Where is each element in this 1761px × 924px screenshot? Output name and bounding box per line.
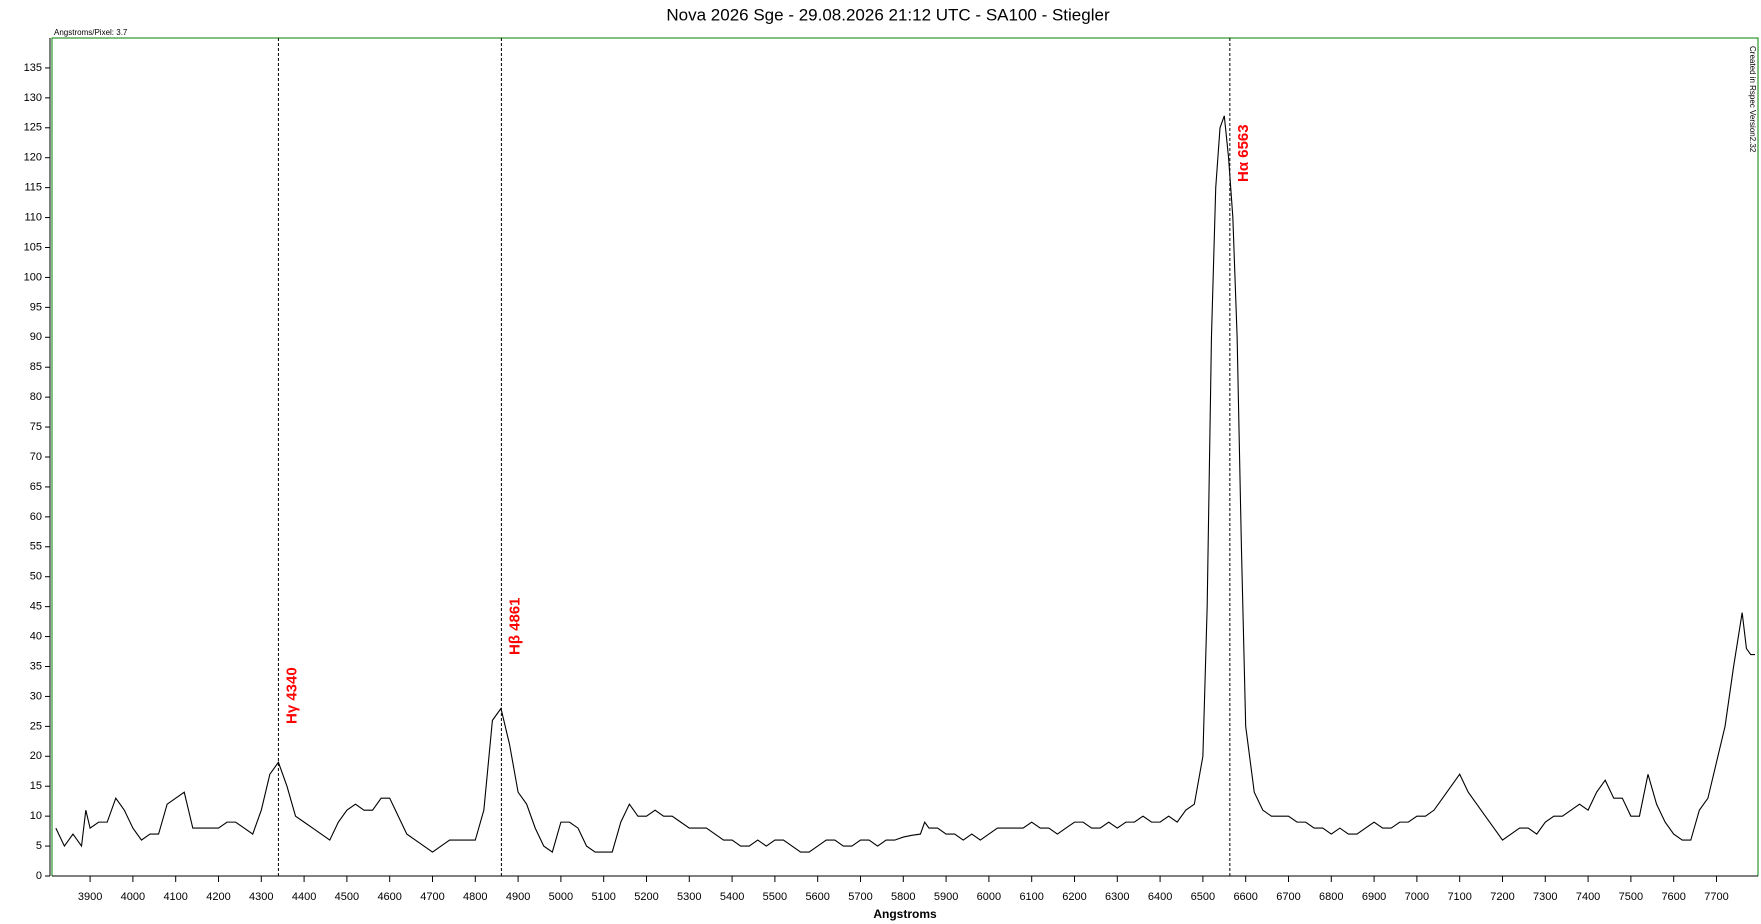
y-tick-label: 15 (30, 780, 42, 792)
plot-frame (51, 37, 1759, 876)
x-tick-label: 6000 (977, 891, 1001, 903)
y-tick-label: 0 (36, 870, 42, 882)
x-tick-label: 6800 (1319, 891, 1343, 903)
y-tick-label: 105 (24, 241, 42, 253)
y-tick-label: 80 (30, 391, 42, 403)
spectrum-line (55, 115, 1755, 853)
x-tick-label: 6400 (1148, 891, 1172, 903)
x-tick-label: 6100 (1019, 891, 1043, 903)
y-tick-label: 75 (30, 421, 42, 433)
annotation-label: Hα 6563 (1235, 124, 1252, 182)
x-tick-label: 5600 (805, 891, 829, 903)
x-tick-label: 4500 (335, 891, 359, 903)
x-tick-label: 7300 (1533, 891, 1557, 903)
y-tick-label: 50 (30, 571, 42, 583)
x-tick-label: 4300 (249, 891, 273, 903)
y-tick-label: 65 (30, 481, 42, 493)
y-tick-label: 85 (30, 361, 42, 373)
x-tick-label: 4600 (377, 891, 401, 903)
x-tick-label: 4400 (292, 891, 316, 903)
x-tick-label: 5800 (891, 891, 915, 903)
x-tick-label: 7400 (1576, 891, 1600, 903)
x-tick-label: 7700 (1704, 891, 1728, 903)
y-tick-label: 110 (24, 211, 42, 223)
x-tick-label: 6600 (1233, 891, 1257, 903)
x-tick-label: 5000 (549, 891, 573, 903)
y-tick-label: 40 (30, 630, 42, 642)
x-tick-label: 5300 (677, 891, 701, 903)
x-tick-label: 7000 (1405, 891, 1429, 903)
side-note: Created in Rspec Version2.32 (1748, 46, 1757, 153)
top-note: Angstroms/Pixel: 3.7 (54, 28, 128, 37)
x-axis-label: Angstroms (873, 907, 937, 921)
x-tick-label: 7200 (1490, 891, 1514, 903)
y-tick-label: 35 (30, 660, 42, 672)
annotation-label: Hγ 4340 (283, 667, 300, 724)
x-tick-label: 6500 (1191, 891, 1215, 903)
x-tick-label: 7600 (1661, 891, 1685, 903)
annotation-label: Hβ 4861 (506, 597, 523, 655)
x-tick-label: 4800 (463, 891, 487, 903)
y-tick-label: 120 (24, 152, 42, 164)
x-tick-label: 4000 (121, 891, 145, 903)
y-tick-label: 20 (30, 750, 42, 762)
x-tick-label: 5900 (934, 891, 958, 903)
x-tick-label: 7500 (1619, 891, 1643, 903)
x-tick-label: 6700 (1276, 891, 1300, 903)
y-tick-label: 130 (24, 92, 42, 104)
y-tick-label: 90 (30, 331, 42, 343)
y-tick-label: 5 (36, 840, 42, 852)
chart-title: Nova 2026 Sge - 29.08.2026 21:12 UTC - S… (666, 5, 1110, 24)
y-tick-label: 60 (30, 511, 42, 523)
x-tick-label: 5400 (720, 891, 744, 903)
x-tick-label: 5200 (634, 891, 658, 903)
x-tick-label: 6200 (1062, 891, 1086, 903)
y-tick-label: 100 (24, 271, 42, 283)
x-tick-label: 5100 (591, 891, 615, 903)
x-tick-label: 4200 (206, 891, 230, 903)
y-tick-label: 115 (24, 182, 42, 194)
y-tick-label: 25 (30, 720, 42, 732)
y-tick-label: 45 (30, 601, 42, 613)
x-tick-label: 4700 (420, 891, 444, 903)
x-tick-label: 6300 (1105, 891, 1129, 903)
x-tick-label: 7100 (1447, 891, 1471, 903)
x-tick-label: 5700 (848, 891, 872, 903)
x-tick-label: 4100 (163, 891, 187, 903)
y-tick-label: 125 (24, 122, 42, 134)
y-tick-label: 95 (30, 301, 42, 313)
x-tick-label: 4900 (506, 891, 530, 903)
x-tick-label: 6900 (1362, 891, 1386, 903)
x-tick-label: 5500 (763, 891, 787, 903)
y-tick-label: 135 (24, 62, 42, 74)
y-tick-label: 30 (30, 690, 42, 702)
y-tick-label: 55 (30, 541, 42, 553)
y-tick-label: 10 (30, 810, 42, 822)
x-tick-label: 3900 (78, 891, 102, 903)
y-tick-label: 70 (30, 451, 42, 463)
